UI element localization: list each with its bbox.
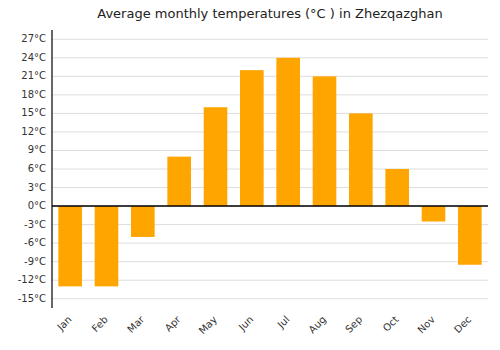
y-tick-label: 15°C: [21, 107, 46, 118]
grid-line: [52, 94, 488, 95]
bar: [385, 169, 409, 206]
x-tick-label: Jun: [236, 314, 256, 334]
y-tick-label: 18°C: [21, 89, 46, 100]
title: Average monthly temperatures (°C ) in Zh…: [97, 6, 442, 21]
y-tick-label: 3°C: [28, 182, 46, 193]
grid-line: [52, 113, 488, 114]
y-tick-label: 27°C: [21, 33, 46, 44]
x-tick-label: Apr: [163, 313, 184, 334]
x-tick-label: May: [197, 314, 219, 336]
y-tick-label: 6°C: [28, 163, 46, 174]
y-tick-label: 9°C: [28, 144, 46, 155]
grid-line: [52, 169, 488, 170]
x-tick-label: Jul: [275, 314, 292, 331]
y-tick-label: 0°C: [28, 200, 46, 211]
bar: [349, 113, 373, 206]
grid-line: [52, 131, 488, 132]
zero-line: [52, 205, 488, 207]
y-tick-label: -12°C: [18, 274, 46, 285]
x-tick-label: Oct: [381, 314, 401, 334]
y-tick-label: 24°C: [21, 52, 46, 63]
x-tick-label: Dec: [452, 314, 473, 335]
bar: [167, 157, 191, 206]
bar: [240, 70, 264, 206]
y-tick-label: -6°C: [24, 237, 46, 248]
y-tick-label: -15°C: [18, 293, 46, 304]
grid-line: [52, 39, 488, 40]
y-axis-line: [51, 30, 52, 308]
bars: [58, 58, 481, 287]
x-axis: Jan Feb Mar Apr May Jun Jul Aug Sep Oct Nov Dec: [54, 313, 473, 336]
x-tick-label: Nov: [415, 314, 437, 336]
grid-line: [52, 298, 488, 299]
bar: [422, 206, 446, 221]
bar: [58, 206, 82, 286]
grid-line: [52, 76, 488, 77]
grid: [52, 39, 488, 298]
bar: [131, 206, 155, 237]
bar: [204, 107, 228, 206]
bar: [313, 76, 337, 206]
y-tick-label: -9°C: [24, 256, 46, 267]
grid-line: [52, 57, 488, 58]
grid-line: [52, 150, 488, 151]
y-tick-label: 21°C: [21, 70, 46, 81]
bar: [458, 206, 482, 265]
x-tick-label: Sep: [343, 314, 364, 335]
grid-line: [52, 187, 488, 188]
y-tick-label: -3°C: [24, 219, 46, 230]
y-axis: -15°C -12°C -9°C -6°C -3°C 0°C 3°C 6°C 9°C 12°C 15…: [18, 33, 46, 303]
x-tick-label: Aug: [306, 314, 328, 336]
grid-line: [52, 206, 488, 207]
x-tick-label: Jan: [54, 314, 73, 333]
bar: [276, 58, 300, 206]
bar: [95, 206, 119, 286]
chart: Average monthly temperatures (°C ) in Zh…: [0, 0, 500, 350]
y-tick-label: 12°C: [21, 126, 46, 137]
x-tick-label: Mar: [125, 313, 147, 335]
x-tick-label: Feb: [90, 314, 110, 334]
